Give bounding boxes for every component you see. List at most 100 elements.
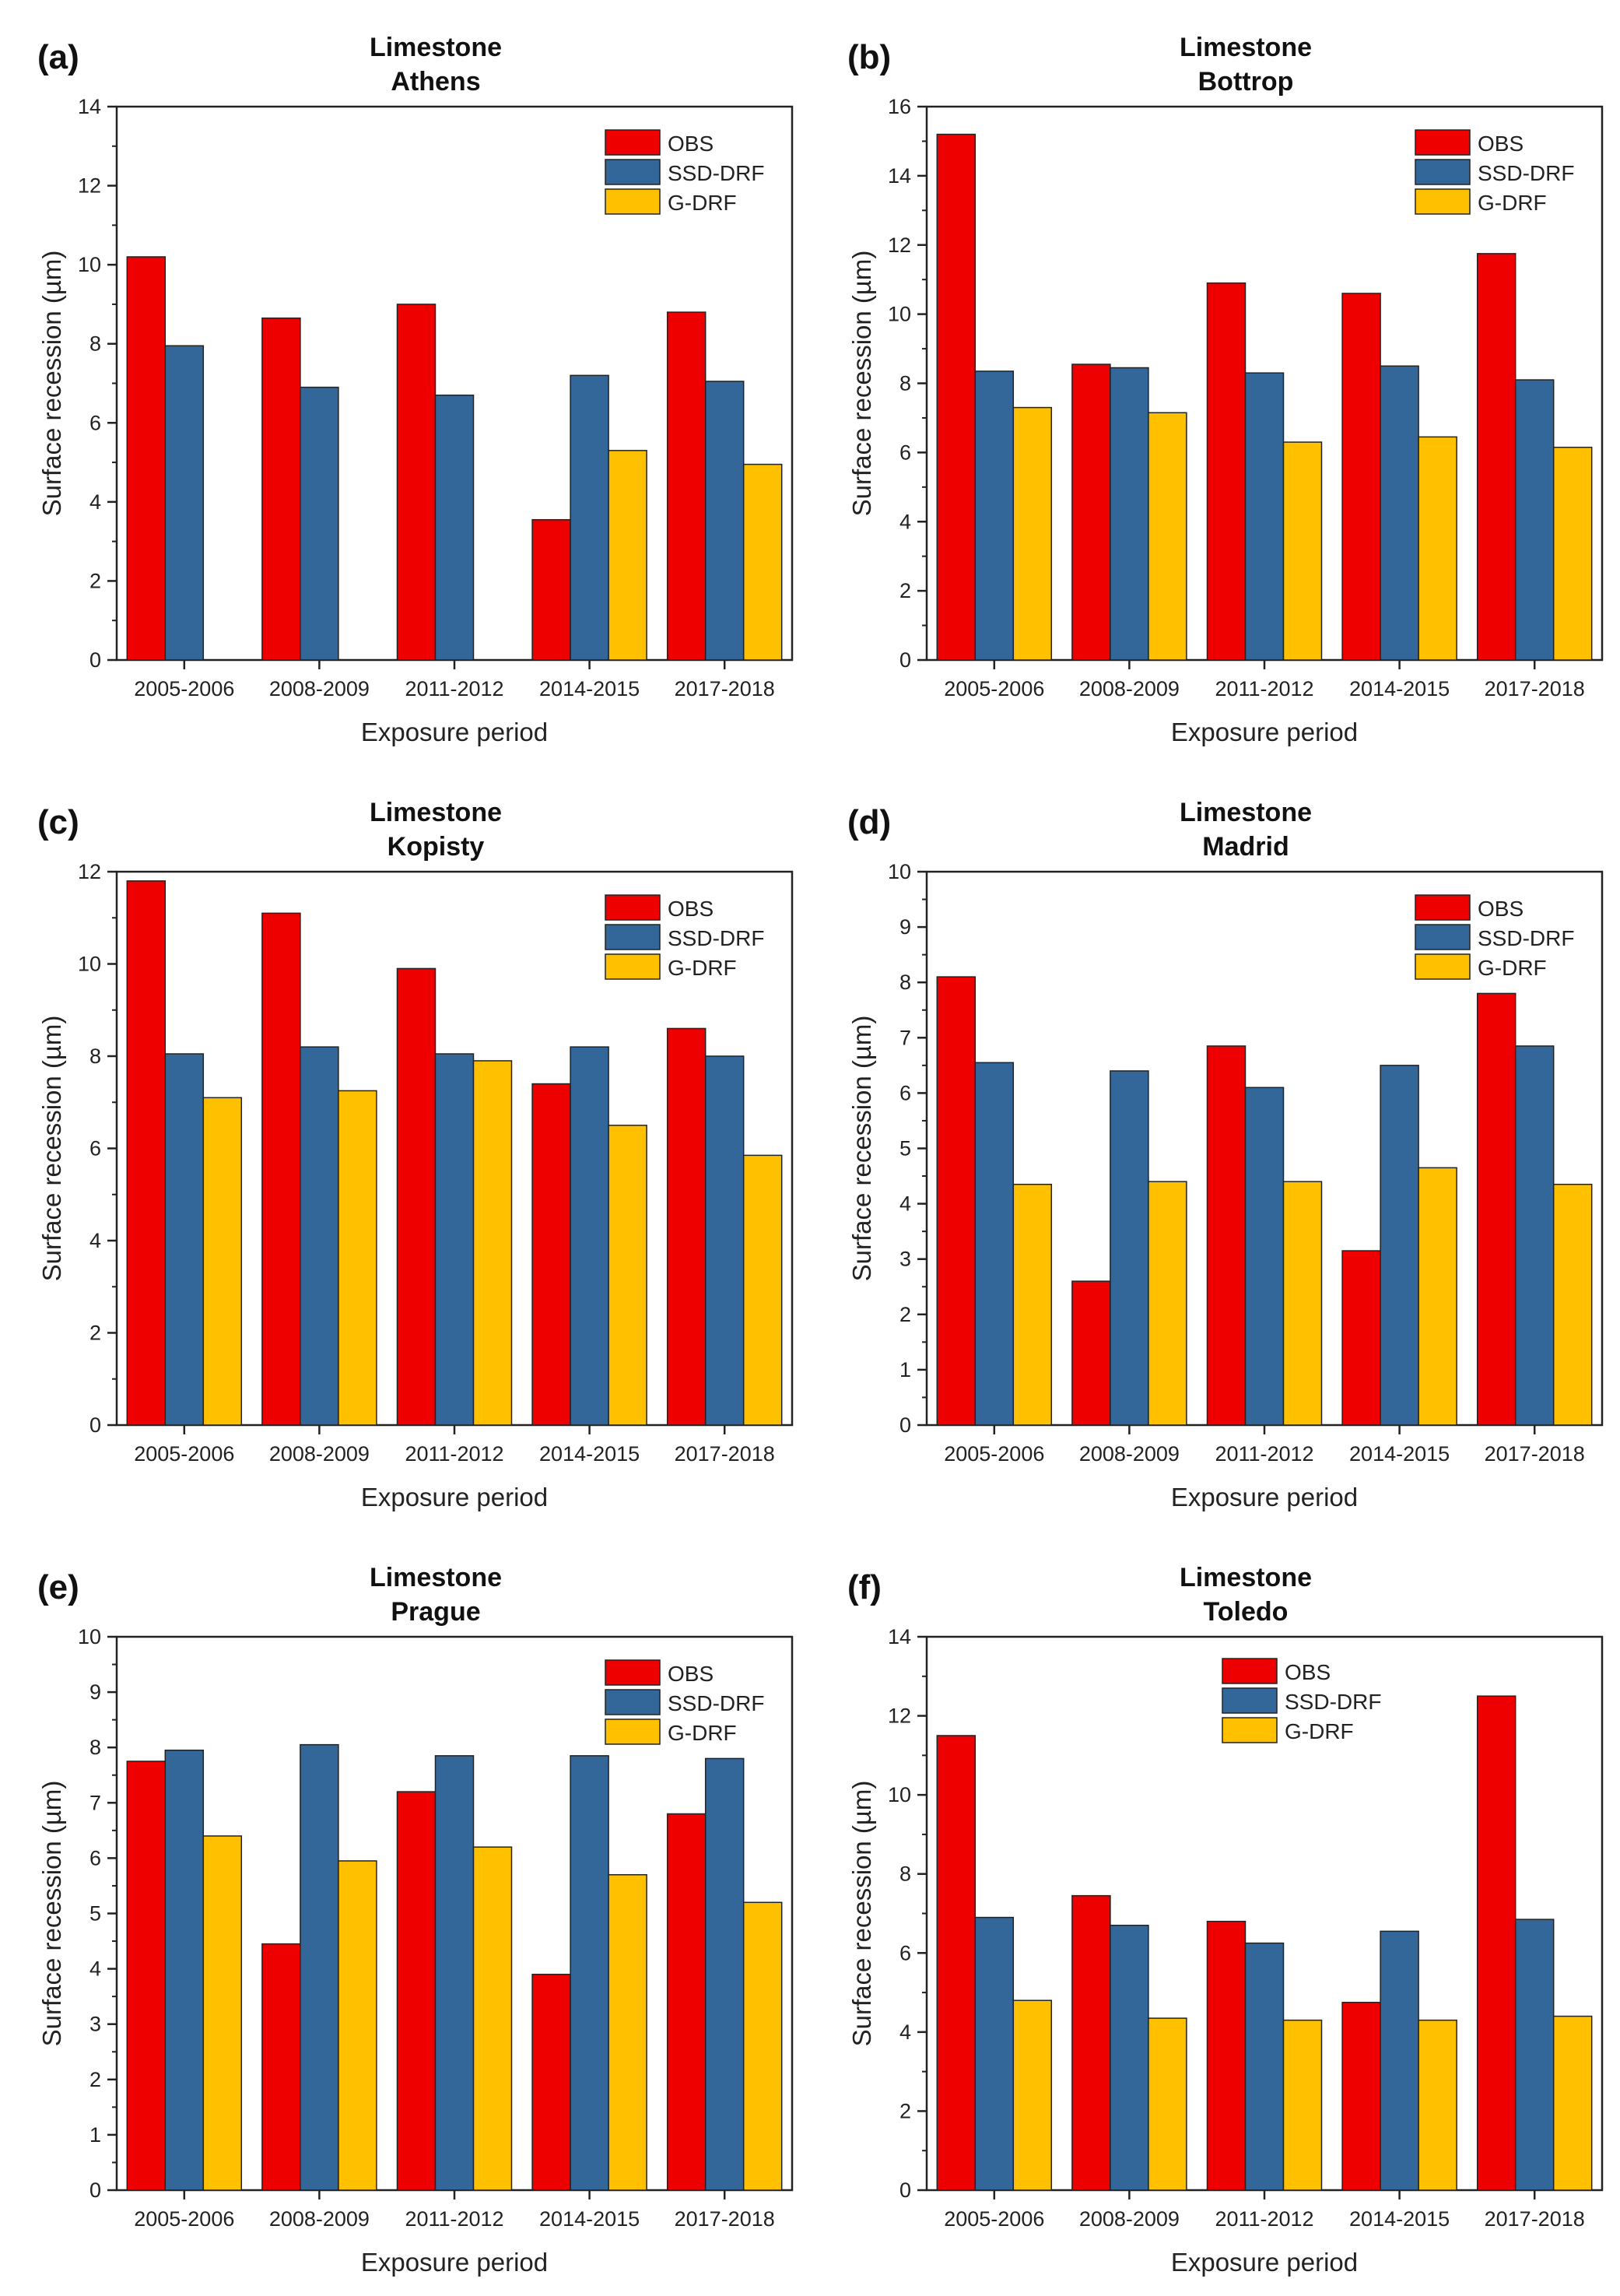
- panel-e: (e) Limestone Prague 0 1 2 3 4 5 6 7 8 9 10 2005-2006 2…: [0, 1530, 810, 2295]
- bar-obs-2008-2009: [261, 912, 301, 1426]
- legend-swatch-ssd-drf: [605, 1689, 661, 1715]
- y-tick-label: 6: [89, 1846, 101, 1869]
- bar-g-drf-2014-2015: [608, 1873, 647, 2191]
- bar-g-drf-2014-2015: [608, 1125, 647, 1426]
- bar-ssd-drf-2017-2018: [704, 381, 745, 661]
- bar-obs-2005-2006: [936, 976, 977, 1426]
- y-tick-label: 4: [89, 490, 101, 514]
- bar-ssd-drf-2008-2009: [300, 386, 339, 661]
- y-tick-label: 5: [89, 1902, 101, 1926]
- y-tick-label: 6: [899, 1941, 911, 1964]
- bar-g-drf-2017-2018: [1552, 2015, 1593, 2191]
- x-tick-label: 2014-2015: [539, 677, 640, 700]
- bar-obs-2011-2012: [1206, 1920, 1247, 2191]
- chart-title: Limestone: [370, 1563, 502, 1592]
- y-tick-label: 6: [899, 441, 911, 464]
- bar-g-drf-2011-2012: [472, 1060, 513, 1426]
- x-axis-title: Exposure period: [361, 2248, 548, 2277]
- y-tick-label: 7: [899, 1026, 911, 1049]
- x-tick-label: 2005-2006: [134, 1442, 234, 1466]
- bar-ssd-drf-2011-2012: [434, 1755, 475, 2191]
- y-tick-label: 10: [78, 953, 101, 976]
- legend-label-g-drf: G-DRF: [668, 191, 737, 215]
- bar-obs-2008-2009: [1071, 1894, 1111, 2191]
- bar-ssd-drf-2005-2006: [974, 370, 1015, 661]
- panel-label: (d): [847, 803, 891, 841]
- bar-obs-2014-2015: [531, 1973, 571, 2191]
- x-tick-label: 2008-2009: [269, 2207, 370, 2231]
- y-tick-label: 10: [78, 253, 101, 276]
- panel-b: (b) Limestone Bottrop 0 2 4 6 8 10 12 14 16 2005-200…: [810, 0, 1620, 765]
- legend-swatch-g-drf: [1415, 188, 1471, 215]
- bar-ssd-drf-2008-2009: [1110, 1924, 1149, 2191]
- bar-obs-2011-2012: [396, 967, 437, 1426]
- legend-label-obs: OBS: [668, 1662, 714, 1686]
- bar-g-drf-2008-2009: [338, 1860, 377, 2191]
- chart-title: Limestone: [1180, 33, 1312, 62]
- bar-g-drf-2017-2018: [742, 463, 783, 661]
- panel-a: (a) Limestone Athens 0 2 4 6 8 10 12 14 2005-2006 20…: [0, 0, 810, 765]
- bar-g-drf-2011-2012: [1282, 2019, 1323, 2191]
- y-tick-label: 1: [89, 2123, 101, 2147]
- x-tick-label: 2011-2012: [1215, 677, 1313, 700]
- bar-g-drf-2011-2012: [1282, 441, 1323, 661]
- y-tick-label: 4: [899, 510, 911, 533]
- chart-title: Limestone: [1180, 798, 1312, 827]
- bar-obs-2005-2006: [126, 256, 167, 661]
- bar-obs-2005-2006: [126, 1761, 167, 2191]
- legend: OBS SSD-DRF G-DRF: [1415, 129, 1574, 215]
- legend-label-g-drf: G-DRF: [668, 956, 737, 980]
- x-axis-title: Exposure period: [361, 718, 548, 746]
- bar-g-drf-2011-2012: [1282, 1181, 1323, 1426]
- bar-ssd-drf-2008-2009: [1110, 367, 1149, 661]
- y-axis-title: Surface recession (µm): [37, 251, 66, 517]
- bar-obs-2014-2015: [531, 1083, 571, 1426]
- y-tick-label: 0: [899, 1413, 911, 1437]
- bar-ssd-drf-2011-2012: [434, 394, 475, 661]
- legend-label-obs: OBS: [668, 897, 714, 921]
- legend-label-g-drf: G-DRF: [668, 1721, 737, 1745]
- y-tick-label: 2: [899, 1303, 911, 1326]
- legend-label-ssd-drf: SSD-DRF: [1478, 926, 1574, 950]
- legend-swatch-ssd-drf: [1415, 159, 1471, 185]
- chart-subtitle: Toledo: [1204, 1597, 1289, 1627]
- bar-obs-2014-2015: [1341, 2002, 1381, 2191]
- bar-ssd-drf-2014-2015: [1380, 1930, 1419, 2191]
- x-tick-label: 2011-2012: [405, 677, 503, 700]
- chart-subtitle: Kopisty: [387, 832, 485, 862]
- y-tick-label: 2: [899, 2099, 911, 2122]
- y-axis-title: Surface recession (µm): [37, 1781, 66, 2047]
- bar-ssd-drf-2008-2009: [1110, 1070, 1149, 1426]
- legend-swatch-ssd-drf: [605, 159, 661, 185]
- bar-ssd-drf-2014-2015: [570, 1755, 609, 2191]
- chart-svg: (c) Limestone Kopisty 0 2 4 6 8 10 12 2005-2006 200…: [37, 798, 794, 1511]
- legend-swatch-g-drf: [1222, 1717, 1278, 1743]
- chart-svg: (e) Limestone Prague 0 1 2 3 4 5 6 7 8 9 10 2005-2006 2…: [37, 1563, 794, 2277]
- chart-svg: (a) Limestone Athens 0 2 4 6 8 10 12 14 2005-2006 20…: [37, 33, 794, 746]
- legend-label-ssd-drf: SSD-DRF: [668, 926, 764, 950]
- legend-label-g-drf: G-DRF: [1478, 956, 1547, 980]
- chart-subtitle: Madrid: [1202, 832, 1289, 862]
- bar-ssd-drf-2008-2009: [300, 1743, 339, 2191]
- panel-d: (d) Limestone Madrid 0 1 2 3 4 5 6 7 8 9 10 2005-2006 2…: [810, 765, 1620, 1530]
- bar-g-drf-2017-2018: [742, 1154, 783, 1426]
- y-tick-label: 14: [888, 164, 911, 188]
- x-tick-label: 2005-2006: [134, 2207, 234, 2231]
- legend-swatch-g-drf: [1415, 953, 1471, 980]
- y-axis-title: Surface recession (µm): [847, 1781, 876, 2047]
- y-tick-label: 12: [78, 174, 101, 198]
- y-tick-label: 8: [89, 1736, 101, 1759]
- bar-ssd-drf-2014-2015: [1380, 1065, 1419, 1426]
- y-tick-label: 2: [89, 1322, 101, 1345]
- y-axis-title: Surface recession (µm): [847, 251, 876, 517]
- chart-subtitle: Prague: [391, 1597, 480, 1627]
- legend-label-ssd-drf: SSD-DRF: [668, 1691, 764, 1715]
- legend-swatch-ssd-drf: [1415, 924, 1471, 950]
- bar-ssd-drf-2005-2006: [974, 1062, 1015, 1426]
- y-tick-label: 14: [78, 95, 101, 118]
- legend-label-obs: OBS: [1285, 1660, 1331, 1684]
- bar-ssd-drf-2005-2006: [164, 1750, 205, 2191]
- chart-title: Limestone: [1180, 1563, 1312, 1592]
- bar-obs-2014-2015: [1341, 1250, 1381, 1426]
- x-axis-title: Exposure period: [1171, 718, 1358, 746]
